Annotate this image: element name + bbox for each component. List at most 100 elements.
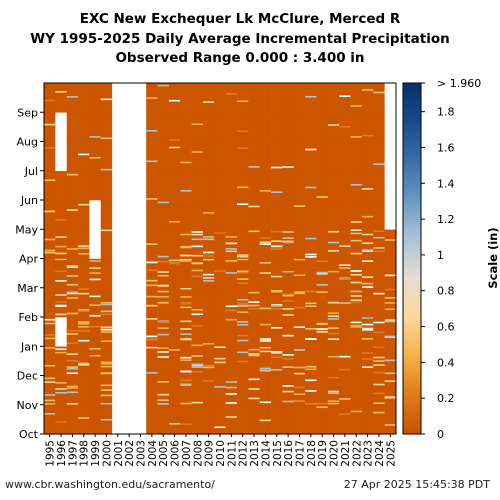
- heatmap-streak: [361, 260, 374, 262]
- heatmap-streak: [157, 351, 169, 353]
- heatmap-cell: [259, 83, 272, 113]
- heatmap-cell: [123, 346, 136, 376]
- heatmap-cell: [384, 141, 397, 172]
- heatmap-streak: [373, 392, 385, 395]
- heatmap-streak: [271, 248, 283, 250]
- heatmap-streak: [373, 411, 385, 414]
- heatmap-cell: [78, 287, 90, 318]
- heatmap-streak: [384, 372, 396, 375]
- heatmap-cell: [225, 200, 238, 230]
- heatmap-cell: [316, 346, 329, 376]
- heatmap-cell: [89, 287, 102, 318]
- heatmap-streak: [180, 233, 192, 236]
- heatmap-streak: [316, 271, 328, 274]
- heatmap-cell: [248, 112, 261, 142]
- heatmap-streak: [100, 98, 113, 101]
- heatmap-streak: [202, 258, 215, 261]
- heatmap-streak: [248, 378, 260, 381]
- heatmap-cell: [180, 229, 192, 259]
- heatmap-streak: [271, 166, 283, 169]
- heatmap-cell: [305, 317, 317, 347]
- heatmap-cell: [100, 141, 113, 172]
- heatmap-streak: [259, 190, 272, 192]
- heatmap-cell: [100, 346, 113, 376]
- heatmap-streak: [89, 304, 101, 306]
- heatmap-streak: [78, 321, 90, 323]
- heatmap-streak: [100, 418, 113, 421]
- heatmap-streak: [237, 203, 249, 206]
- heatmap-cell: [248, 200, 261, 230]
- y-tick-label: Jun: [20, 194, 38, 207]
- heatmap-streak: [44, 364, 56, 367]
- heatmap-streak: [327, 312, 340, 315]
- heatmap-cell: [271, 141, 283, 172]
- heatmap-streak: [157, 274, 169, 277]
- heatmap-streak: [180, 370, 192, 373]
- heatmap-streak: [373, 360, 385, 362]
- x-tick-label: 2022: [351, 440, 363, 467]
- heatmap-cell: [248, 229, 261, 259]
- heatmap-cell: [55, 317, 67, 347]
- heatmap-streak: [350, 326, 362, 328]
- heatmap-streak: [66, 283, 79, 286]
- heatmap-cell: [134, 200, 147, 230]
- heatmap-cell: [373, 83, 385, 113]
- heatmap-streak: [271, 230, 283, 233]
- heatmap-streak: [384, 302, 396, 304]
- heatmap-cell: [361, 375, 374, 406]
- heatmap-streak: [168, 262, 181, 265]
- heatmap-streak: [373, 292, 385, 295]
- heatmap-streak: [282, 314, 294, 316]
- heatmap-cell: [214, 404, 226, 435]
- heatmap-streak: [316, 196, 328, 198]
- heatmap-streak: [180, 258, 192, 261]
- heatmap-streak: [180, 383, 192, 386]
- heatmap-streak: [89, 260, 101, 262]
- heatmap-streak: [225, 305, 238, 308]
- heatmap-streak: [316, 328, 328, 330]
- heatmap-streak: [316, 291, 328, 293]
- heatmap-cell: [373, 170, 385, 201]
- heatmap-streak: [202, 255, 215, 257]
- heatmap-cell: [44, 346, 56, 376]
- heatmap-streak: [316, 284, 328, 286]
- heatmap-streak: [316, 402, 328, 405]
- heatmap-streak: [78, 203, 90, 206]
- heatmap-streak: [361, 89, 374, 91]
- heatmap-cell: [78, 404, 90, 435]
- heatmap-streak: [248, 166, 260, 168]
- heatmap-cell: [327, 141, 340, 172]
- heatmap-streak: [157, 403, 169, 405]
- heatmap-cell: [112, 200, 124, 230]
- heatmap-cell: [350, 404, 363, 435]
- heatmap-streak: [66, 387, 79, 389]
- heatmap-streak: [339, 398, 351, 400]
- heatmap-cell: [180, 375, 192, 406]
- heatmap-streak: [237, 282, 249, 284]
- heatmap-cell: [146, 317, 158, 347]
- heatmap-streak: [180, 161, 192, 164]
- heatmap-cell: [259, 170, 272, 201]
- heatmap-cell: [282, 112, 295, 142]
- x-tick-label: 2018: [306, 440, 318, 467]
- heatmap-streak: [44, 99, 56, 102]
- heatmap-cell: [112, 112, 124, 142]
- heatmap-streak: [100, 340, 113, 342]
- heatmap-cell: [157, 375, 170, 406]
- heatmap-streak: [146, 160, 158, 163]
- heatmap-cell: [237, 170, 249, 201]
- heatmap-streak: [180, 333, 192, 336]
- heatmap-streak: [339, 245, 351, 248]
- heatmap-cell: [282, 346, 295, 376]
- heatmap-cell: [112, 258, 124, 289]
- heatmap-streak: [237, 302, 249, 305]
- heatmap-cell: [66, 83, 79, 113]
- heatmap-streak: [282, 334, 294, 337]
- heatmap-cell: [134, 404, 147, 435]
- heatmap-streak: [237, 270, 249, 273]
- colorbar-tick-label: 0.8: [437, 285, 455, 298]
- heatmap-streak: [89, 347, 101, 350]
- heatmap-cell: [350, 346, 363, 376]
- heatmap-cell: [316, 229, 329, 259]
- heatmap-streak: [361, 282, 374, 285]
